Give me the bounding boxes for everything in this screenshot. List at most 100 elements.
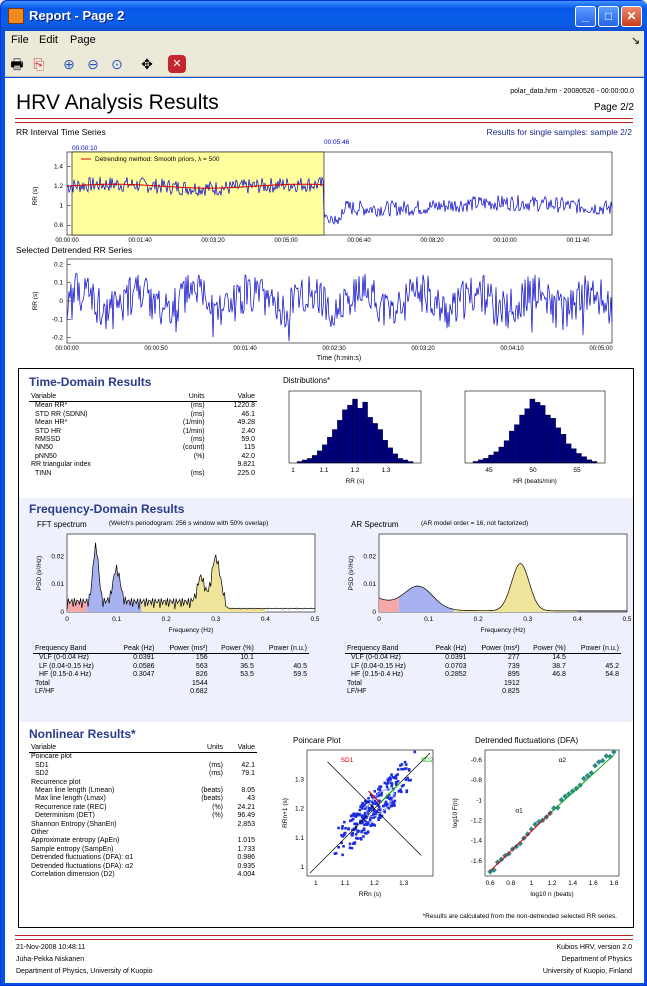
table-cell: Detrended fluctuations (DFA): α1 — [31, 854, 134, 862]
menu-dock-arrow-icon[interactable]: ↘ — [631, 35, 641, 47]
hist-bar — [377, 429, 383, 464]
table-cell: 277 — [507, 654, 520, 662]
table-row: Approximate entropy (ApEn) 1.015 — [29, 837, 257, 845]
menu-edit[interactable]: Edit — [39, 34, 58, 46]
hist-bar — [509, 430, 515, 464]
table-cell: 2.40 — [241, 427, 255, 435]
detrended-ylabel: RR (s) — [32, 292, 39, 311]
header-cell: Power (n.u.) — [268, 645, 307, 652]
poincare-point — [366, 830, 370, 834]
report-date: 21-Nov-2008 10:48:11 — [16, 944, 86, 951]
poincare-point — [358, 808, 362, 812]
poincare-point — [364, 815, 368, 818]
print-icon[interactable]: 🖶 — [10, 56, 24, 72]
table-cell: Max line length (Lmax) — [35, 795, 106, 803]
poincare-point — [386, 802, 389, 806]
freq-xtick: 0.3 — [211, 616, 220, 623]
hist-bar — [367, 417, 373, 464]
table-cell: VLF (0-0.04 Hz) — [351, 654, 401, 662]
table-cell: (ms) — [190, 469, 205, 477]
rr-series-line — [66, 176, 613, 225]
file-name: polar_data.hrm - 20080526 - 00:00:00.0 — [510, 88, 634, 95]
hist-bar — [560, 434, 567, 464]
poincare-point — [382, 804, 385, 808]
footer-rule — [15, 935, 633, 936]
hist-bar — [296, 461, 303, 464]
poincare-point — [362, 827, 366, 830]
dfa-ytick: -1.6 — [471, 858, 483, 865]
close-button[interactable]: ✕ — [621, 6, 642, 27]
pan-icon[interactable]: ✥ — [141, 56, 153, 72]
table-cell: LF (0.04-0.15 Hz) — [39, 662, 94, 670]
zoom-out-icon[interactable]: ⊖ — [87, 56, 99, 72]
table-cell: 42.1 — [241, 761, 255, 769]
minimize-button[interactable]: _ — [575, 6, 596, 27]
table-cell: 14.5 — [552, 654, 566, 662]
poincare-point — [390, 782, 394, 786]
poincare-point — [377, 805, 381, 809]
rr-ytick: 1.2 — [54, 183, 63, 190]
hist-bar — [488, 454, 494, 464]
poincare-point — [403, 767, 407, 771]
poincare-point — [344, 827, 347, 830]
dfa-ytick: -1.4 — [471, 838, 483, 845]
menu-page[interactable]: Page — [70, 34, 96, 46]
zoom-in-icon[interactable]: ⊕ — [63, 56, 75, 72]
rr-ytick: 1.4 — [54, 164, 63, 171]
det-xtick: 00:05:00 — [589, 346, 613, 352]
poincare-point — [352, 828, 356, 832]
dfa-xtick: 1.4 — [568, 880, 577, 887]
hist-bar — [301, 459, 308, 464]
time-domain-title: Time-Domain Results — [29, 375, 152, 389]
poincare-point — [363, 823, 366, 827]
table-cell — [187, 854, 225, 862]
rr-ylabel: RR (s) — [32, 187, 39, 206]
freq-xtick: 0.4 — [261, 616, 270, 623]
header-cell: Value — [237, 744, 255, 751]
poincare-point — [380, 793, 383, 797]
hist-bar — [357, 407, 363, 464]
poincare-plot: SD1 SD2 1 1 1.1 1.1 1.2 1.2 1.3 1.3 RRn (s) RRn+1 (… — [282, 749, 434, 898]
psd-ytick: 0.01 — [51, 581, 64, 588]
poincare-xtick: 1.2 — [370, 880, 379, 887]
header-cell: Power (ms²) — [481, 645, 520, 652]
poincare-ylabel: RRn+1 (s) — [282, 798, 289, 828]
menu-file[interactable]: File — [11, 34, 29, 46]
hist-xtick: 55 — [573, 467, 581, 474]
table-cell — [112, 680, 156, 688]
table-cell: STD HR — [35, 427, 62, 435]
table-row: Determinism (DET) (%) 96.49 — [29, 812, 257, 820]
table-cell: (ms) — [190, 402, 205, 410]
pdf-icon[interactable]: ⎘ — [33, 56, 45, 72]
report-title: HRV Analysis Results — [16, 91, 219, 114]
poincare-point — [342, 844, 345, 848]
header-cell: Peak (Hz) — [435, 645, 467, 652]
hist-bar — [581, 456, 587, 464]
poincare-point — [394, 777, 398, 780]
poincare-xlabel: RRn (s) — [359, 891, 381, 898]
maximize-button[interactable]: □ — [598, 6, 619, 27]
poincare-ytick: 1.1 — [295, 835, 304, 842]
table-row: SD2 (ms) 79.1 — [29, 770, 257, 778]
stop-icon[interactable]: ✕ — [168, 55, 186, 73]
table-row: NN50 (count) 115 — [29, 444, 257, 452]
title-bar[interactable]: Report - Page 2 _ □ ✕ — [1, 1, 647, 31]
poincare-point — [389, 776, 392, 779]
table-cell: RMSSD — [35, 436, 61, 444]
freq-xtick: 0.5 — [622, 616, 631, 623]
poincare-point — [361, 806, 364, 810]
dfa-xtick: 1.6 — [589, 880, 598, 887]
frequency-domain-panel: Frequency-Domain Results FFT spectrum (W… — [18, 498, 634, 722]
det-ytick: 0.2 — [54, 261, 63, 268]
hist-bar — [493, 451, 499, 464]
zoom-reset-icon[interactable]: ⊙ — [111, 56, 123, 72]
table-cell: (1/min) — [182, 419, 205, 427]
hist-bar — [397, 458, 404, 464]
hist-bar — [392, 453, 399, 464]
det-xticks: 00:00:00 00:00:50 00:01:40 00:02:30 00:03:20… — [55, 346, 613, 352]
ar-title: AR Spectrum — [351, 520, 399, 529]
poincare-point — [400, 767, 403, 771]
det-yticks: 0.2 0.1 0 -0.1 -0.2 — [52, 261, 71, 342]
table-row: LF (0.04-0.15 Hz) 0.0586 563 36.5 40.5 — [33, 663, 309, 671]
poincare-point — [385, 782, 388, 786]
